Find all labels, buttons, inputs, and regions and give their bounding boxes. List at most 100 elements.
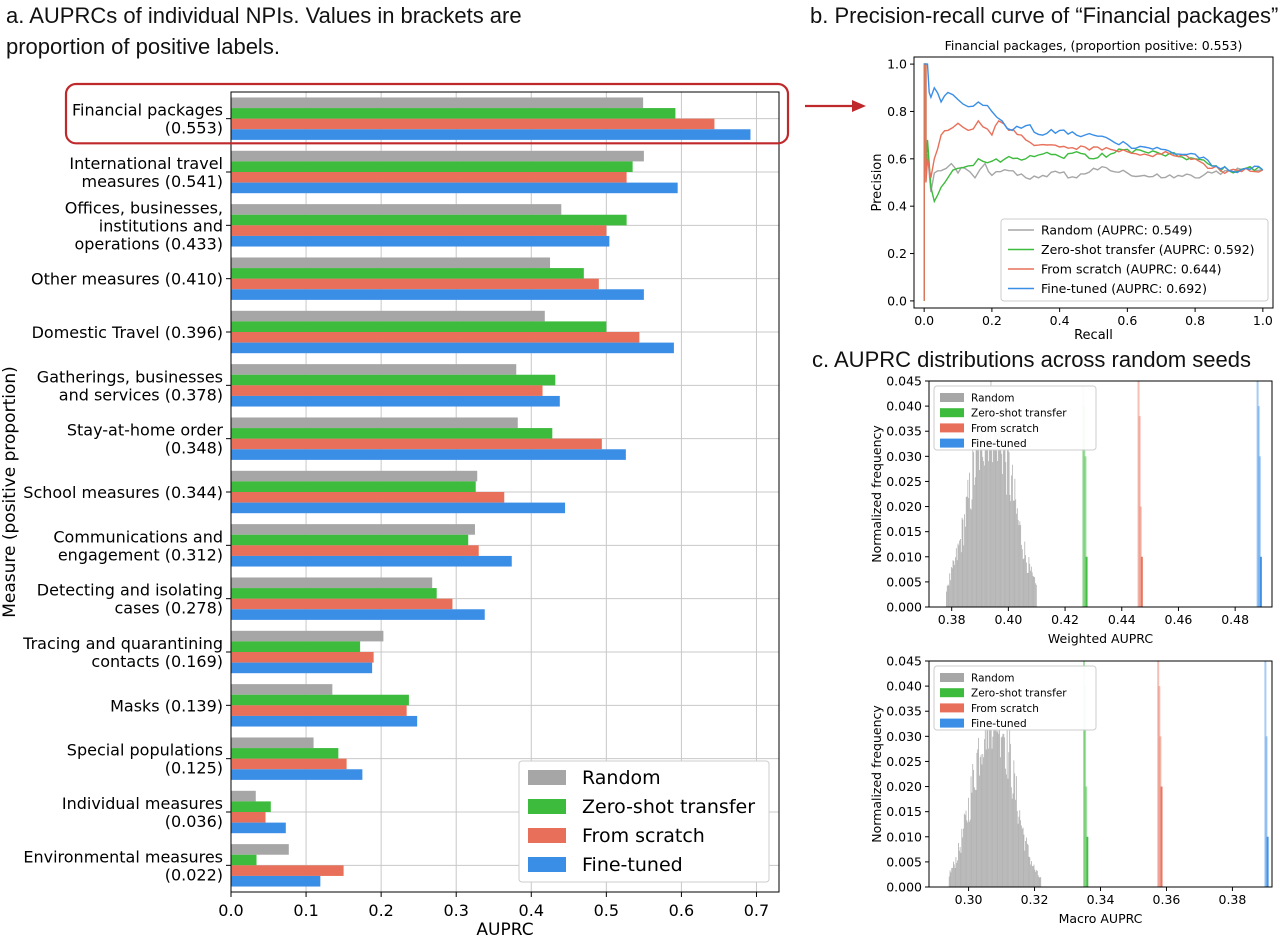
weighted-hist-hist-bar <box>1025 562 1027 607</box>
weighted-hist-hist-bar <box>981 411 983 607</box>
macro-hist-hist-bar <box>994 683 995 887</box>
macro-hist-hist-bar <box>1021 828 1023 887</box>
macro-hist-hist-bar <box>1009 729 1011 887</box>
legend-label: From scratch <box>582 825 705 847</box>
weighted-hist-legend-label: Random <box>971 393 1014 405</box>
macro-hist-hist-bar <box>1008 752 1010 887</box>
macro-hist-hist-bar <box>973 787 975 887</box>
weighted-hist-hist-bar <box>993 442 994 607</box>
macro-hist-legend-label: Fine-tuned <box>971 718 1027 730</box>
weighted-hist-legend-label: From scratch <box>971 423 1039 435</box>
weighted-hist-hist-bar <box>964 514 965 607</box>
bar <box>231 801 271 812</box>
bar <box>231 662 373 674</box>
bar <box>231 481 476 492</box>
bar <box>231 428 553 439</box>
macro-hist-hist-bar <box>992 736 994 887</box>
weighted-hist-spike-bar <box>1256 381 1259 607</box>
bar <box>231 812 266 823</box>
macro-hist-y-tick-label: 0.045 <box>886 654 922 669</box>
bar <box>231 790 256 802</box>
weighted-hist-y-tick-label: 0.020 <box>886 499 922 514</box>
weighted-hist-hist-bar <box>968 498 970 607</box>
bar <box>231 150 644 162</box>
bar <box>231 161 633 172</box>
weighted-hist-hist-bar <box>974 484 975 607</box>
macro-hist-x-tick-label: 0.34 <box>1087 892 1115 907</box>
macro-hist-y-tick-label: 0.040 <box>886 679 922 694</box>
macro-hist-hist-bar <box>1026 843 1028 887</box>
bar <box>231 758 347 770</box>
weighted-hist-spike-bar <box>1257 406 1260 607</box>
weighted-hist-spike-bar <box>1138 416 1141 607</box>
pr-y-tick-label: 0.4 <box>887 199 907 214</box>
weighted-hist-hist-bar <box>1035 584 1037 607</box>
weighted-hist-hist-bar <box>946 591 947 607</box>
bar <box>231 417 518 429</box>
macro-hist-hist-bar <box>952 867 953 887</box>
weighted-hist-x-tick-label: 0.38 <box>938 612 966 627</box>
pr-curve-line <box>924 63 1264 174</box>
weighted-hist-legend-swatch <box>940 438 964 448</box>
macro-hist-y-tick-label: 0.025 <box>886 754 922 769</box>
pr-curve-line <box>923 63 1263 301</box>
category-label: Special populations (0.125) <box>67 741 223 778</box>
category-label: Communications and engagement (0.312) <box>53 527 223 564</box>
macro-hist-hist-bar <box>961 828 963 887</box>
weighted-hist-y-tick-label: 0.015 <box>886 524 922 539</box>
x-tick-label: 0.1 <box>293 901 318 920</box>
category-label: Domestic Travel (0.396) <box>32 323 223 342</box>
pr-legend-box <box>1000 218 1269 302</box>
weighted-hist-hist-bar <box>979 413 981 607</box>
weighted-hist-hist-bar <box>1009 494 1011 607</box>
bar <box>231 577 433 589</box>
pr-y-tick-label: 1.0 <box>887 57 907 72</box>
weighted-hist-hist-bar <box>950 567 952 607</box>
macro-hist-legend-swatch <box>940 673 964 682</box>
weighted-hist-hist-bar <box>1021 544 1022 607</box>
weighted-hist-hist-bar <box>974 477 976 607</box>
bar <box>231 395 560 407</box>
pr-curve-line <box>923 63 1264 301</box>
macro-hist-hist-bar <box>1032 866 1034 887</box>
bar <box>231 278 599 290</box>
macro-hist-legend-swatch <box>940 718 964 728</box>
bar <box>231 705 407 716</box>
bar <box>231 502 566 514</box>
weighted-hist-hist-bar <box>1017 519 1019 607</box>
macro-hist-hist-bar <box>989 687 991 887</box>
weighted-hist-hist-bar <box>1020 525 1022 607</box>
macro-hist-hist-bar <box>969 819 971 887</box>
weighted-hist-hist-bar <box>1032 575 1034 607</box>
category-label: Gatherings, businesses and services (0.37… <box>37 367 223 404</box>
macro-hist-hist-bar <box>1033 864 1035 887</box>
bar-chart: 0.0 0.1 0.2 0.3 0.4 0.5 0.6 0.7 Financial packag… <box>0 82 866 937</box>
weighted-hist-legend: Random Zero-shot transfer From scratch Fine… <box>933 385 1097 451</box>
weighted-hist-y-tick-label: 0.025 <box>886 474 922 489</box>
legend-label: Fine-tuned <box>582 854 683 876</box>
weighted-hist-hist-bar <box>1011 475 1012 607</box>
weighted-hist-hist-bar <box>957 543 959 607</box>
x-axis-label: AUPRC <box>476 920 533 937</box>
weighted-hist-chart: 0.38 0.40 0.42 0.44 0.46 0.48 0.000 0.005 0.010 0… <box>869 374 1273 646</box>
weighted-hist-hist-bar <box>998 435 1000 607</box>
macro-hist-hist-bar <box>990 711 992 887</box>
macro-hist-hist-bar <box>976 752 978 887</box>
macro-hist-hist-bar <box>984 687 986 887</box>
panel-a-title: a. AUPRCs of individual NPIs. Values in … <box>6 3 522 59</box>
bar <box>231 289 644 300</box>
bar <box>231 684 333 695</box>
macro-hist-hist-bar <box>987 671 989 887</box>
weighted-hist-hist-bar <box>952 560 954 607</box>
bar <box>231 364 517 375</box>
macro-hist-hist-bar <box>968 821 970 887</box>
macro-hist-hist-bar <box>1024 850 1026 887</box>
macro-hist-hist-bar <box>1031 866 1033 887</box>
weighted-hist-y-tick-label: 0.040 <box>886 399 922 414</box>
weighted-hist-hist-bar <box>1016 513 1017 607</box>
bar <box>231 108 676 119</box>
weighted-hist-hist-bar <box>1024 541 1026 607</box>
macro-hist-y-tick-label: 0.010 <box>886 829 922 844</box>
macro-hist-hist-bar <box>1020 820 1021 887</box>
pr-x-axis-label: Recall <box>1074 328 1113 343</box>
